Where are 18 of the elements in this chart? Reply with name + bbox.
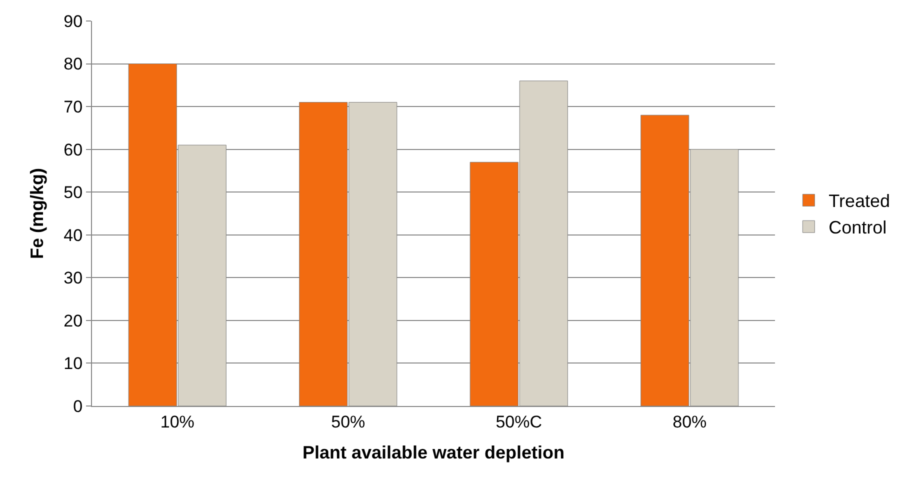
legend-label: Treated [828,191,890,212]
y-tick-label: 90 [64,12,83,31]
y-tick-label: 10 [64,354,83,374]
x-tick-label: 10% [160,412,194,432]
y-axis-title: Fe (mg/kg) [26,168,47,260]
y-tick-label: 70 [64,98,83,117]
y-tick-label: 20 [64,311,83,330]
x-axis-title: Plant available water depletion [302,442,565,462]
y-tick-label: 50 [64,183,83,202]
legend-label: Control [828,218,887,238]
y-tick-label: 0 [73,396,83,416]
x-tick-label: 50%C [496,412,542,432]
y-tick-label: 40 [64,226,83,245]
y-tick-label: 30 [64,268,83,288]
x-tick-label: 50% [331,412,366,432]
y-tick-label: 60 [64,140,83,160]
x-tick-label: 80% [672,412,707,432]
y-tick-label: 80 [64,54,83,74]
